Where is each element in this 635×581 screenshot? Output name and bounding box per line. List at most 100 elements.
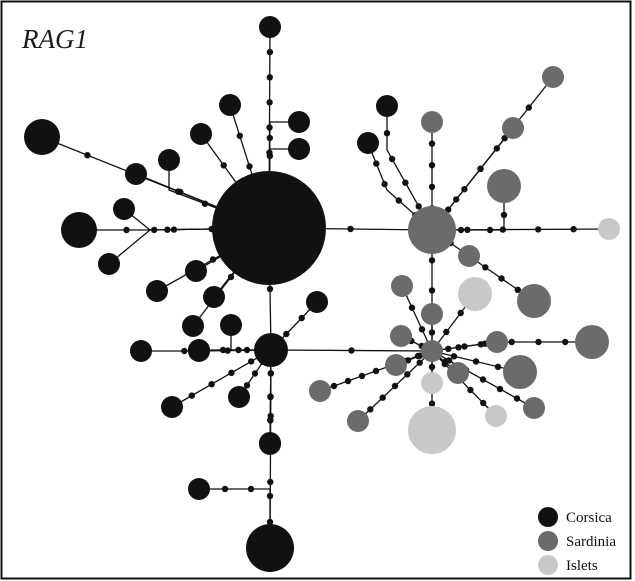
haplotype-i_3 [421, 372, 443, 394]
haplotype-c_bigleft [24, 119, 60, 155]
haplotype-c_h2g [188, 478, 210, 500]
mutation-step-dot [461, 343, 468, 350]
legend-label-corsica: Corsica [566, 510, 612, 526]
haplotype-c_tr1 [288, 111, 310, 133]
mutation-step-dot [266, 492, 274, 500]
mutation-step-dot [415, 203, 422, 210]
mutation-step-dot [298, 314, 305, 322]
mutation-step-dot [266, 134, 273, 142]
mutation-step-dot [450, 353, 458, 360]
mutation-step-dot [219, 346, 227, 354]
mutation-step-dot [404, 371, 411, 378]
haplotype-i_2 [458, 277, 492, 311]
haplotype-c_l3 [203, 286, 225, 308]
haplotype-s_4 [487, 169, 521, 203]
mutation-step-dot [428, 183, 436, 190]
mutation-step-dot [457, 309, 464, 317]
haplotype-i_1 [598, 218, 620, 240]
mutation-step-dot [499, 226, 506, 233]
mutation-step-dot [391, 382, 399, 390]
haplotype-c_l4 [182, 315, 204, 337]
mutation-step-dot [408, 304, 416, 311]
mutation-step-dot [243, 382, 251, 389]
mutation-step-dot [535, 226, 542, 233]
mutation-step-dot [513, 395, 521, 402]
haplotype-s_6 [517, 284, 551, 318]
haplotype-s_17 [347, 410, 369, 432]
mutation-step-dot [164, 226, 171, 233]
mutation-step-dot [266, 48, 274, 56]
mutation-step-dot [477, 341, 484, 348]
haplotype-c_l7 [306, 291, 328, 313]
haplotype-c_r2 [357, 132, 379, 154]
mutation-step-dot [123, 226, 130, 234]
mutation-step-dot [388, 155, 396, 163]
mutation-step-dot [246, 163, 253, 170]
mutation-step-dot [247, 485, 255, 493]
mutation-step-dot [84, 152, 91, 159]
edge-s_hub2-s_7 [401, 285, 433, 352]
mutation-step-dot [228, 369, 235, 376]
mutation-step-dot [428, 162, 436, 169]
haplotype-c_tr2 [288, 138, 310, 160]
mutation-step-dot [477, 165, 484, 172]
mutation-step-dot [496, 385, 504, 393]
edge-s_hub-c_r1 [386, 106, 433, 231]
haplotype-i_5 [408, 406, 456, 454]
haplotype-nodes [24, 16, 620, 572]
mutation-step-dot [208, 381, 215, 388]
haplotype-s_7 [391, 275, 413, 297]
mutation-step-dot [428, 257, 436, 264]
haplotype-s_hub [408, 206, 456, 254]
mutation-step-dot [266, 285, 274, 293]
mutation-step-dot [372, 367, 380, 375]
edge-hub2-c_h2a [171, 349, 272, 408]
mutation-step-dot [570, 226, 577, 233]
legend: Corsica Sardinia Islets [538, 507, 616, 575]
mutation-step-dot [428, 329, 436, 336]
haplotype-c_h2a [161, 396, 183, 418]
haplotype-hub [212, 171, 326, 285]
haplotype-c_l5 [130, 340, 152, 362]
haplotype-c_ul1 [125, 163, 147, 185]
mutation-step-dot [243, 346, 251, 354]
mutation-step-dot [330, 382, 338, 390]
mutation-step-dot [379, 394, 386, 401]
haplotype-s_3 [542, 66, 564, 88]
haplotype-s_15 [385, 354, 407, 376]
haplotype-c_h2b [228, 386, 250, 408]
mutation-step-dot [500, 211, 508, 219]
haplotype-s_2 [502, 117, 524, 139]
mutation-step-dot [248, 358, 255, 365]
haplotype-s_10 [575, 325, 609, 359]
mutation-step-dot [266, 74, 273, 81]
haplotype-c_ul3 [113, 198, 135, 220]
legend-swatch-corsica [538, 507, 558, 527]
mutation-step-dot [414, 352, 422, 360]
haplotype-c_ut1 [219, 94, 241, 116]
mutation-step-dot [224, 347, 231, 354]
haplotype-c_ut2 [190, 123, 212, 145]
haplotype-c_left [61, 212, 97, 248]
haplotype-i_4 [485, 405, 507, 427]
haplotype-s_13 [523, 397, 545, 419]
haplotype-top [259, 16, 281, 38]
mutation-step-dot [267, 412, 274, 420]
haplotype-c_r1 [376, 95, 398, 117]
haplotype-s_9 [390, 325, 412, 347]
mutation-step-dot [562, 338, 569, 346]
haplotype-s_11 [503, 355, 537, 389]
mutation-step-dot [514, 286, 521, 293]
mutation-step-dot [428, 363, 436, 371]
mutation-step-dot [358, 372, 366, 380]
mutation-step-dot [472, 358, 480, 365]
legend-label-sardinia: Sardinia [566, 534, 616, 550]
mutation-step-dot [467, 386, 474, 394]
mutation-step-dot [251, 370, 259, 377]
mutation-step-dot [461, 186, 468, 193]
mutation-step-dot [402, 179, 409, 186]
mutation-step-dot [464, 226, 471, 233]
mutation-step-dot [283, 330, 290, 338]
mutation-step-dot [457, 226, 465, 234]
mutation-step-dot [235, 346, 242, 354]
